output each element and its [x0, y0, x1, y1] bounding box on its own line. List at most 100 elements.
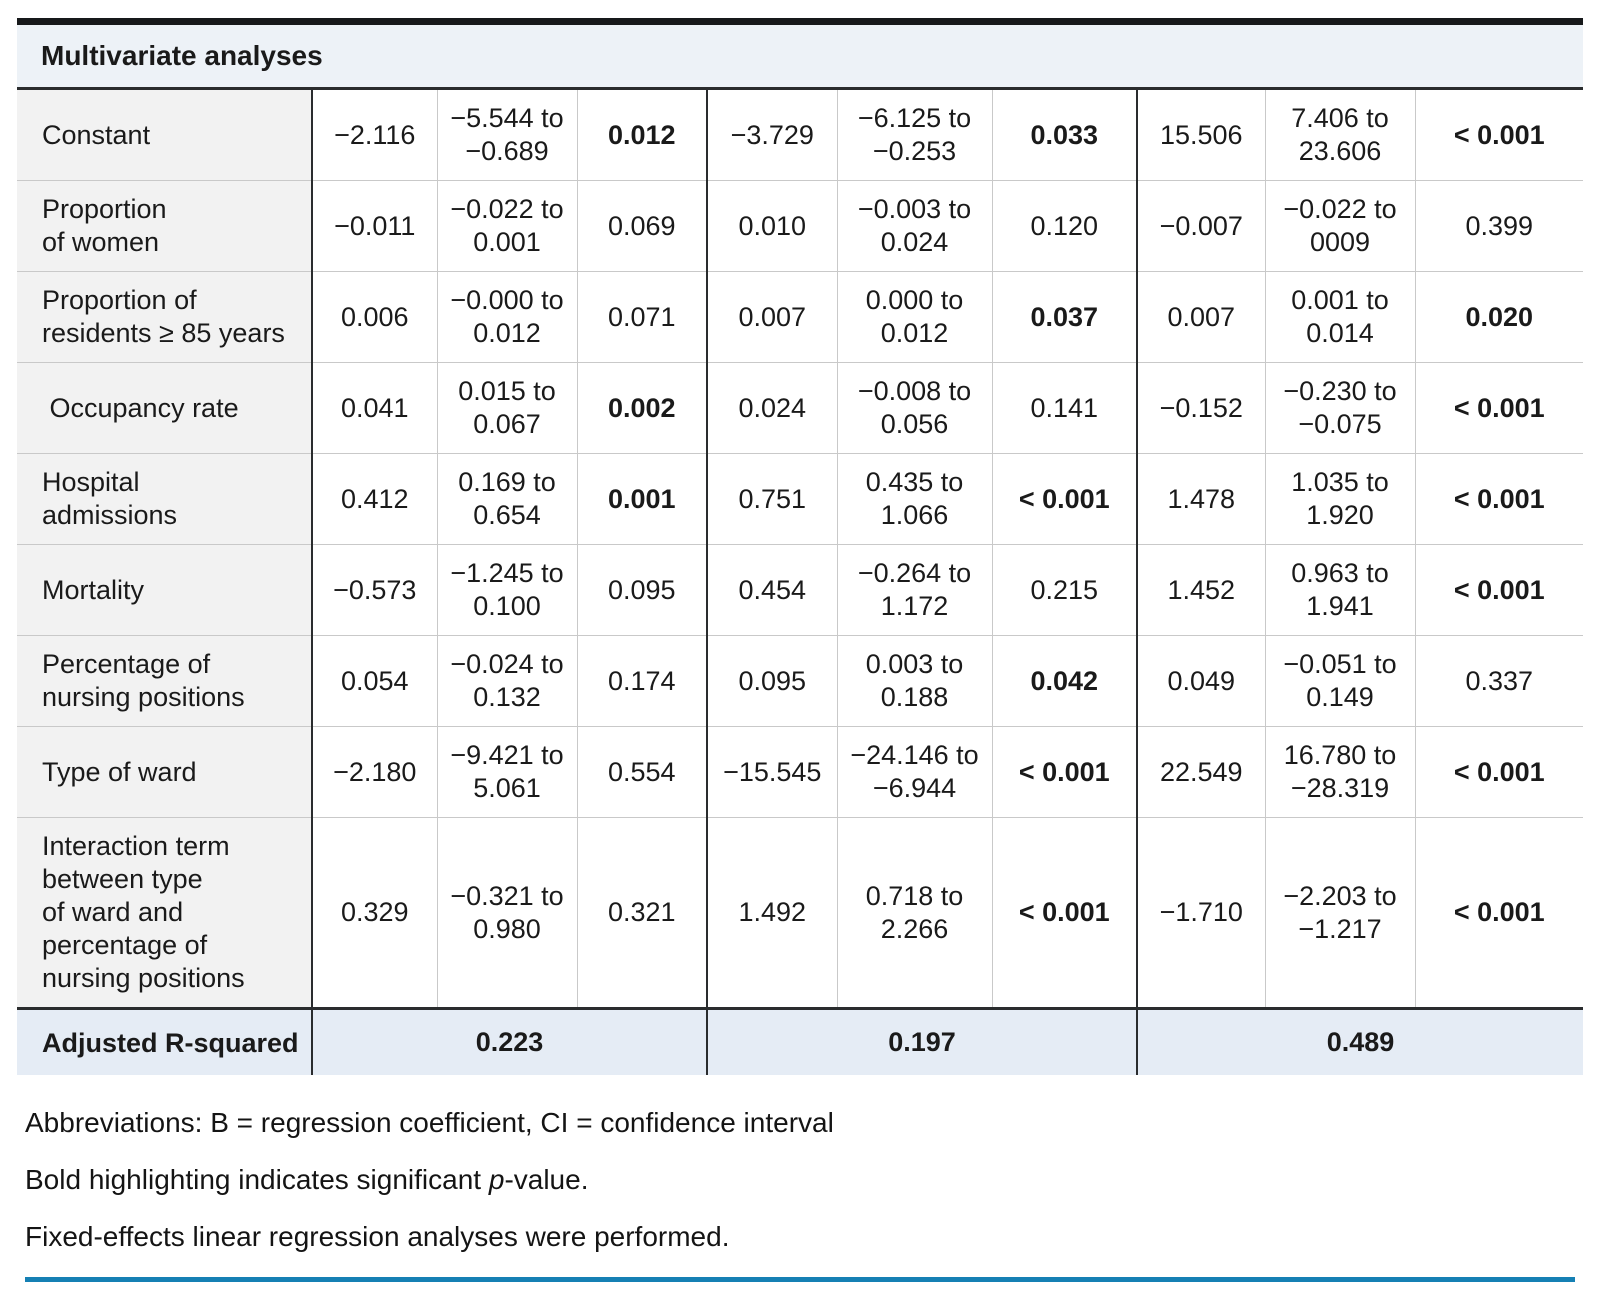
b-cell: 1.452	[1136, 544, 1265, 636]
p-value-cell: 0.020	[1414, 271, 1584, 363]
ci-cell: 0.015 to 0.067	[436, 362, 577, 454]
table-row: Occupancy rate 0.041 0.015 to 0.067 0.002 0.…	[17, 362, 1584, 454]
ci-cell: −0.321 to 0.980	[436, 817, 577, 1009]
b-cell: 0.454	[706, 544, 837, 636]
row-label: Percentage of nursing positions	[17, 635, 312, 727]
ci-cell: 0.718 to 2.266	[836, 817, 992, 1009]
p-value-cell: < 0.001	[991, 817, 1137, 1009]
ci-cell: −0.008 to 0.056	[836, 362, 992, 454]
ci-cell: 0.963 to 1.941	[1264, 544, 1415, 636]
bold-note-prefix: Bold highlighting indicates significant	[25, 1164, 489, 1195]
ci-cell: 0.169 to 0.654	[436, 453, 577, 545]
row-label: Interaction term between type of ward an…	[17, 817, 312, 1009]
ci-cell: −6.125 to −0.253	[836, 88, 992, 181]
ci-cell: 0.000 to 0.012	[836, 271, 992, 363]
table-notes: Abbreviations: B = regression coefficien…	[25, 1101, 1600, 1258]
table-row: Interaction term between type of ward an…	[17, 817, 1584, 1009]
table-row: Constant −2.116 −5.544 to −0.689 0.012 −3.72…	[17, 88, 1584, 181]
top-rule	[17, 18, 1583, 25]
p-value-cell: 0.554	[576, 726, 707, 818]
ci-cell: −0.024 to 0.132	[436, 635, 577, 727]
table-row: Proportion of women −0.011 −0.022 to 0.001…	[17, 180, 1584, 272]
ci-cell: −0.022 to 0009	[1264, 180, 1415, 272]
b-cell: 0.007	[706, 271, 837, 363]
table-row: Mortality −0.573 −1.245 to 0.100 0.095 0.454…	[17, 544, 1584, 636]
bold-note-italic-p: p	[488, 1164, 505, 1195]
b-cell: −15.545	[706, 726, 837, 818]
p-value-cell: 0.069	[576, 180, 707, 272]
b-cell: −3.729	[706, 88, 837, 181]
ci-cell: −0.003 to 0.024	[836, 180, 992, 272]
b-cell: 0.329	[311, 817, 437, 1009]
row-label: Hospital admissions	[17, 453, 312, 545]
b-cell: 0.041	[311, 362, 437, 454]
p-value-cell: 0.033	[991, 88, 1137, 181]
ci-cell: 0.435 to 1.066	[836, 453, 992, 545]
p-value-cell: < 0.001	[1414, 726, 1584, 818]
b-cell: −1.710	[1136, 817, 1265, 1009]
summary-label: Adjusted R-squared	[17, 1007, 312, 1075]
p-value-cell: < 0.001	[991, 726, 1137, 818]
page: Multivariate analyses Constant −2.116 −5.5…	[17, 18, 1584, 1075]
p-value-cell: 0.002	[576, 362, 707, 454]
p-value-cell: < 0.001	[1414, 453, 1584, 545]
b-cell: −2.116	[311, 88, 437, 181]
p-value-cell: 0.215	[991, 544, 1137, 636]
b-cell: −0.011	[311, 180, 437, 272]
b-cell: 0.024	[706, 362, 837, 454]
ci-cell: −0.264 to 1.172	[836, 544, 992, 636]
row-label: Occupancy rate	[17, 362, 312, 454]
ci-cell: −2.203 to −1.217	[1264, 817, 1415, 1009]
bold-note: Bold highlighting indicates significant …	[25, 1158, 1600, 1201]
table-row: Percentage of nursing positions 0.054 −0.0…	[17, 635, 1584, 727]
summary-value: 0.489	[1135, 1007, 1584, 1075]
table-row: Proportion of residents ≥ 85 years 0.006−…	[17, 271, 1584, 363]
table-title: Multivariate analyses	[17, 25, 1584, 90]
b-cell: 0.010	[706, 180, 837, 272]
p-value-cell: 0.174	[576, 635, 707, 727]
ci-cell: −0.230 to −0.075	[1264, 362, 1415, 454]
p-value-cell: 0.012	[576, 88, 707, 181]
p-value-cell: 0.095	[576, 544, 707, 636]
bottom-rule	[25, 1277, 1575, 1282]
bold-note-suffix: -value.	[504, 1164, 589, 1195]
row-label: Type of ward	[17, 726, 312, 818]
p-value-cell: 0.337	[1414, 635, 1584, 727]
b-cell: 22.549	[1136, 726, 1265, 818]
p-value-cell: 0.037	[991, 271, 1137, 363]
p-value-cell: 0.120	[991, 180, 1137, 272]
p-value-cell: 0.399	[1414, 180, 1584, 272]
summary-value: 0.223	[311, 1007, 707, 1075]
b-cell: −2.180	[311, 726, 437, 818]
b-cell: 15.506	[1136, 88, 1265, 181]
ci-cell: −24.146 to −6.944	[836, 726, 992, 818]
ci-cell: −9.421 to 5.061	[436, 726, 577, 818]
b-cell: 1.492	[706, 817, 837, 1009]
summary-value: 0.197	[706, 1007, 1137, 1075]
p-value-cell: 0.001	[576, 453, 707, 545]
table-row: Type of ward −2.180 −9.421 to 5.061 0.554 −1…	[17, 726, 1584, 818]
ci-cell: 16.780 to −28.319	[1264, 726, 1415, 818]
b-cell: 0.006	[311, 271, 437, 363]
ci-cell: 0.001 to 0.014	[1264, 271, 1415, 363]
p-value-cell: < 0.001	[1414, 544, 1584, 636]
ci-cell: −5.544 to −0.689	[436, 88, 577, 181]
b-cell: 0.095	[706, 635, 837, 727]
table-title-row: Multivariate analyses	[17, 25, 1584, 90]
row-label: Proportion of women	[17, 180, 312, 272]
p-value-cell: < 0.001	[1414, 817, 1584, 1009]
ci-cell: 1.035 to 1.920	[1264, 453, 1415, 545]
row-label: Mortality	[17, 544, 312, 636]
row-label: Constant	[17, 88, 312, 181]
b-cell: 0.054	[311, 635, 437, 727]
b-cell: 0.751	[706, 453, 837, 545]
table-body: Constant −2.116 −5.544 to −0.689 0.012 −3.72…	[17, 88, 1584, 1009]
method-note: Fixed-effects linear regression analyses…	[25, 1221, 730, 1252]
table-row: Hospital admissions 0.412 0.169 to 0.654 0.…	[17, 453, 1584, 545]
p-value-cell: < 0.001	[1414, 362, 1584, 454]
p-value-cell: 0.141	[991, 362, 1137, 454]
p-value-cell: < 0.001	[1414, 88, 1584, 181]
p-value-cell: 0.071	[576, 271, 707, 363]
ci-cell: 7.406 to 23.606	[1264, 88, 1415, 181]
b-cell: 0.007	[1136, 271, 1265, 363]
